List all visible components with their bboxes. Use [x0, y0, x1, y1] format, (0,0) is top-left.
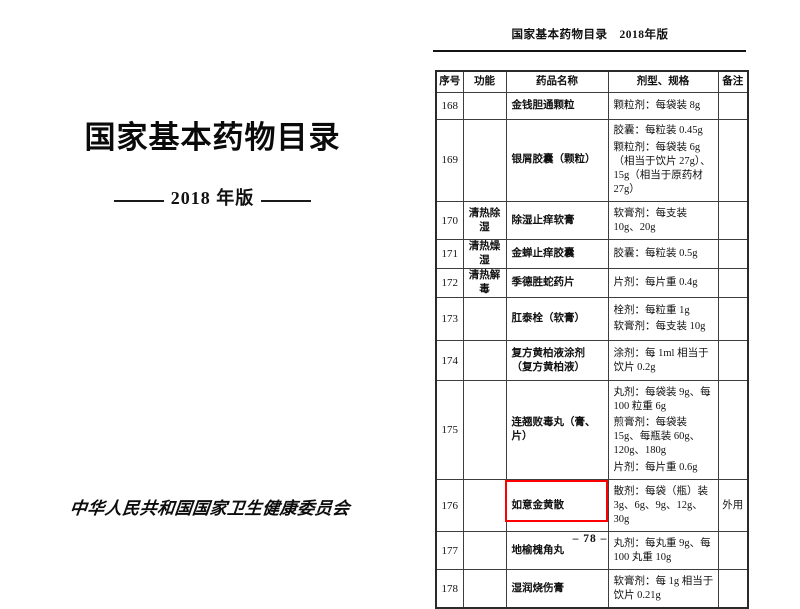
- spec-line: 颗粒剂：每袋装 8g: [613, 99, 701, 111]
- table-row: 168 金钱胆通颗粒 颗粒剂：每袋装 8g: [435, 91, 749, 120]
- function-cell: [462, 531, 507, 570]
- note-cell: [717, 340, 749, 381]
- note-cell: [717, 201, 749, 240]
- note-cell: [717, 91, 749, 120]
- dosage-spec-cell: 胶囊：每粒装 0.5g: [607, 239, 719, 269]
- spec-line: 片剂：每片重 0.6g: [613, 461, 698, 473]
- function-cell: [462, 569, 507, 609]
- function-cell: [462, 118, 507, 202]
- row-number-cell: 171: [435, 239, 464, 269]
- function-cell: 清热解毒: [462, 268, 507, 298]
- note-cell: [717, 268, 749, 298]
- row-number-cell: 170: [435, 201, 464, 240]
- function-cell: [462, 380, 507, 480]
- drug-name-cell: 肛泰栓（软膏）: [505, 297, 609, 341]
- function-cell: [462, 91, 507, 120]
- edition-left-rule: [113, 200, 164, 202]
- table-row: 170 清热除湿 除湿止痒软膏 软膏剂：每支装 10g、20g: [435, 201, 749, 240]
- function-cell: [462, 479, 507, 532]
- spec-line: 颗粒剂：每袋装 6g（相当于饮片 27g）、15g（相当于原药材 27g）: [613, 141, 711, 195]
- note-cell: [717, 531, 749, 570]
- row-number-cell: 168: [435, 91, 464, 120]
- note-cell: [717, 569, 749, 609]
- function-cell: [462, 297, 507, 341]
- table-row: 169 银屑胶囊（颗粒） 胶囊：每粒装 0.45g 颗粒剂：每袋装 6g（相当于饮片 …: [435, 118, 749, 202]
- spec-line: 软膏剂：每支装 10g、20g: [613, 207, 688, 233]
- table-row: 172 清热解毒 季德胜蛇药片 片剂：每片重 0.4g: [435, 268, 749, 298]
- drug-name-cell: 地榆槐角丸: [505, 531, 609, 570]
- row-number-cell: 173: [435, 297, 464, 341]
- row-number-cell: 178: [435, 569, 464, 609]
- table-row: 173 肛泰栓（软膏） 栓剂：每粒重 1g 软膏剂：每支装 10g: [435, 297, 749, 341]
- table-row: 175 连翘败毒丸（膏、片） 丸剂：每袋装 9g、每 100 粒重 6g 煎膏剂：每袋…: [435, 380, 749, 480]
- column-header: 功能: [462, 70, 507, 93]
- spec-line: 软膏剂：每 1g 相当于饮片 0.21g: [613, 575, 714, 601]
- table-row: 178 湿润烧伤膏 软膏剂：每 1g 相当于饮片 0.21g: [435, 569, 749, 609]
- drug-name-cell: 复方黄柏液涂剂（复方黄柏液）: [505, 340, 609, 381]
- drug-name-cell: 金蝉止痒胶囊: [505, 239, 609, 269]
- row-number-cell: 172: [435, 268, 464, 298]
- dosage-spec-cell: 散剂：每袋（瓶）装 3g、6g、9g、12g、30g: [607, 479, 719, 532]
- spec-line: 涂剂：每 1ml 相当于饮片 0.2g: [613, 347, 709, 373]
- note-cell: [717, 239, 749, 269]
- row-number-cell: 177: [435, 531, 464, 570]
- note-cell: 外用: [717, 479, 749, 532]
- table-row: 171 清热燥湿 金蝉止痒胶囊 胶囊：每粒装 0.5g: [435, 239, 749, 269]
- note-cell: [717, 118, 749, 202]
- page-number: – 78 –: [572, 533, 608, 545]
- note-cell: [717, 380, 749, 480]
- edition-row: 2018 年版: [20, 184, 405, 210]
- dosage-spec-cell: 片剂：每片重 0.4g: [607, 268, 719, 298]
- drug-name-cell: 如意金黄散: [505, 479, 609, 532]
- function-cell: [462, 340, 507, 381]
- publisher-name: 中华人民共和国国家卫生健康委员会: [68, 499, 351, 518]
- spec-line: 软膏剂：每支装 10g: [613, 321, 706, 333]
- drug-name-cell: 除湿止痒软膏: [505, 201, 609, 240]
- running-header: 国家基本药物目录 2018年版: [511, 29, 669, 41]
- column-header: 药品名称: [505, 70, 609, 93]
- dosage-spec-cell: 丸剂：每丸重 9g、每 100 丸重 10g: [607, 531, 719, 570]
- dosage-spec-cell: 涂剂：每 1ml 相当于饮片 0.2g: [607, 340, 719, 381]
- drug-name-cell: 银屑胶囊（颗粒）: [505, 118, 609, 202]
- book-title: 国家基本药物目录: [84, 120, 341, 155]
- spec-line: 丸剂：每袋装 9g、每 100 粒重 6g: [613, 386, 711, 412]
- column-header: 序号: [435, 70, 464, 93]
- dosage-spec-cell: 颗粒剂：每袋装 8g: [607, 91, 719, 120]
- edition-right-rule: [261, 200, 312, 202]
- function-cell: 清热燥湿: [462, 239, 507, 269]
- medicine-table: 序号 功能 药品名称 剂型、规格 备注 168 金钱胆通颗粒 颗粒剂：每袋装 8g 169 银屑…: [435, 70, 749, 609]
- dosage-spec-cell: 软膏剂：每支装 10g、20g: [607, 201, 719, 240]
- column-header: 剂型、规格: [607, 70, 719, 93]
- row-number-cell: 175: [435, 380, 464, 480]
- spec-line: 胶囊：每粒装 0.45g: [613, 125, 703, 136]
- table-row: 174 复方黄柏液涂剂（复方黄柏液） 涂剂：每 1ml 相当于饮片 0.2g: [435, 340, 749, 381]
- dosage-spec-cell: 丸剂：每袋装 9g、每 100 粒重 6g 煎膏剂：每袋装 15g、每瓶装 60g…: [607, 380, 719, 480]
- note-cell: [717, 297, 749, 341]
- function-cell: 清热除湿: [462, 201, 507, 240]
- left-title-page: 国家基本药物目录 2018 年版 中华人民共和国国家卫生健康委员会: [0, 0, 410, 570]
- header-rule: [433, 50, 746, 52]
- row-number-cell: 174: [435, 340, 464, 381]
- column-header: 备注: [717, 70, 749, 93]
- table-row: 176 如意金黄散 散剂：每袋（瓶）装 3g、6g、9g、12g、30g 外用: [435, 479, 749, 532]
- spec-line: 煎膏剂：每袋装 15g、每瓶装 60g、120g、180g: [613, 417, 701, 456]
- spec-line: 胶囊：每粒装 0.5g: [613, 248, 698, 259]
- drug-name-cell: 湿润烧伤膏: [505, 569, 609, 609]
- drug-name-cell: 连翘败毒丸（膏、片）: [505, 380, 609, 480]
- row-number-cell: 176: [435, 479, 464, 532]
- dosage-spec-cell: 栓剂：每粒重 1g 软膏剂：每支装 10g: [607, 297, 719, 341]
- drug-name-cell: 金钱胆通颗粒: [505, 91, 609, 120]
- spec-line: 栓剂：每粒重 1g: [613, 304, 690, 316]
- spec-line: 丸剂：每丸重 9g、每 100 丸重 10g: [613, 537, 711, 563]
- right-table-page: 国家基本药物目录 2018年版 序号 功能 药品名称 剂型、规格 备注 168 金钱胆通颗…: [410, 0, 800, 609]
- table-header-row: 序号 功能 药品名称 剂型、规格 备注: [435, 70, 749, 93]
- dosage-spec-cell: 胶囊：每粒装 0.45g 颗粒剂：每袋装 6g（相当于饮片 27g）、15g（相当…: [607, 118, 719, 202]
- spec-line: 散剂：每袋（瓶）装 3g、6g、9g、12g、30g: [613, 485, 709, 525]
- drug-name-cell: 季德胜蛇药片: [505, 268, 609, 298]
- edition-label: 2018 年版: [170, 188, 255, 208]
- row-number-cell: 169: [435, 118, 464, 202]
- table-row: 177 地榆槐角丸 丸剂：每丸重 9g、每 100 丸重 10g: [435, 531, 749, 570]
- dosage-spec-cell: 软膏剂：每 1g 相当于饮片 0.21g: [607, 569, 719, 609]
- spec-line: 片剂：每片重 0.4g: [613, 277, 698, 288]
